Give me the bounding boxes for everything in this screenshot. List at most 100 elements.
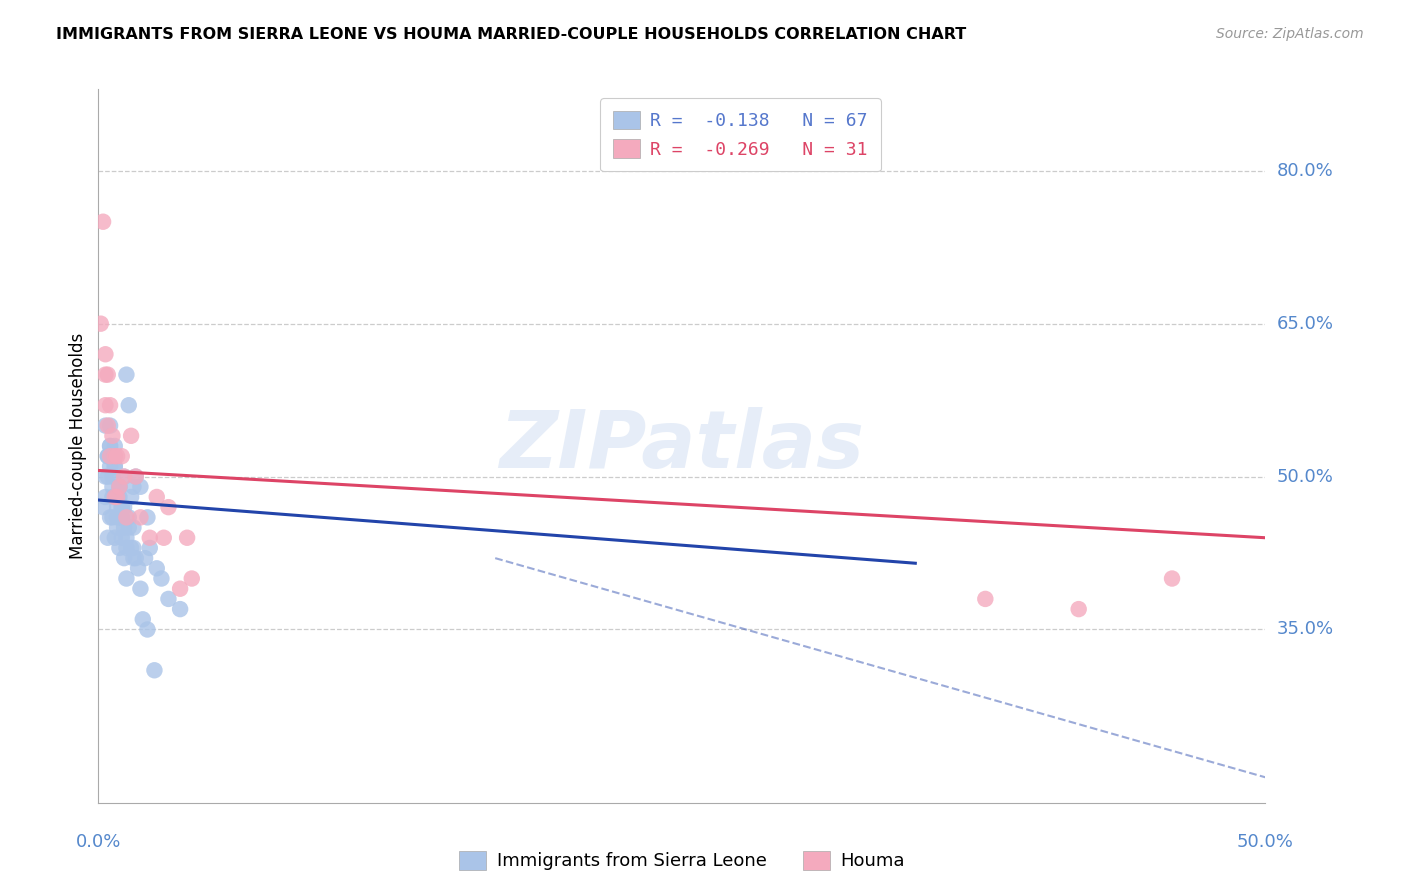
Point	[112, 551, 135, 566]
Point	[122, 551, 145, 566]
Point	[169, 582, 191, 596]
Point	[111, 510, 134, 524]
Point	[111, 500, 134, 515]
Point	[105, 449, 128, 463]
Point	[104, 449, 127, 463]
Point	[94, 368, 117, 382]
Point	[118, 520, 141, 534]
Text: ZIPatlas: ZIPatlas	[499, 407, 865, 485]
Text: 35.0%: 35.0%	[1277, 621, 1334, 639]
Point	[105, 510, 128, 524]
Point	[143, 663, 166, 677]
Point	[125, 469, 148, 483]
Point	[91, 215, 114, 229]
Point	[136, 510, 159, 524]
Point	[125, 551, 148, 566]
Text: 80.0%: 80.0%	[1277, 161, 1333, 180]
Point	[111, 510, 134, 524]
Point	[115, 541, 138, 555]
Point	[157, 591, 180, 606]
Point	[118, 398, 141, 412]
Point	[108, 541, 131, 555]
Point	[115, 510, 138, 524]
Text: Source: ZipAtlas.com: Source: ZipAtlas.com	[1216, 27, 1364, 41]
Point	[94, 418, 117, 433]
Point	[98, 439, 121, 453]
Text: 50.0%: 50.0%	[1237, 833, 1294, 851]
Point	[97, 449, 120, 463]
Point	[105, 490, 128, 504]
Legend: Immigrants from Sierra Leone, Houma: Immigrants from Sierra Leone, Houma	[450, 842, 914, 880]
Point	[98, 418, 121, 433]
Point	[176, 531, 198, 545]
Point	[108, 490, 131, 504]
Point	[112, 469, 135, 483]
Point	[111, 449, 134, 463]
Point	[94, 469, 117, 483]
Point	[127, 561, 149, 575]
Point	[120, 541, 142, 555]
Point	[111, 531, 134, 545]
Point	[1067, 602, 1090, 616]
Point	[97, 368, 120, 382]
Point	[157, 500, 180, 515]
Point	[129, 510, 152, 524]
Point	[169, 602, 191, 616]
Point	[129, 582, 152, 596]
Point	[115, 368, 138, 382]
Point	[105, 490, 128, 504]
Point	[101, 480, 124, 494]
Point	[104, 439, 127, 453]
Point	[104, 459, 127, 474]
Point	[974, 591, 997, 606]
Point	[108, 480, 131, 494]
Point	[115, 572, 138, 586]
Point	[101, 469, 124, 483]
Point	[120, 429, 142, 443]
Point	[101, 510, 124, 524]
Point	[98, 439, 121, 453]
Point	[146, 490, 169, 504]
Point	[105, 520, 128, 534]
Point	[97, 531, 120, 545]
Point	[125, 469, 148, 483]
Point	[134, 551, 156, 566]
Point	[101, 429, 124, 443]
Point	[112, 520, 135, 534]
Point	[94, 347, 117, 361]
Text: 0.0%: 0.0%	[76, 833, 121, 851]
Point	[90, 317, 112, 331]
Point	[180, 572, 202, 586]
Point	[136, 623, 159, 637]
Point	[104, 449, 127, 463]
Point	[152, 531, 174, 545]
Point	[91, 500, 114, 515]
Point	[112, 500, 135, 515]
Text: 65.0%: 65.0%	[1277, 315, 1333, 333]
Point	[97, 418, 120, 433]
Point	[104, 531, 127, 545]
Point	[139, 531, 162, 545]
Point	[139, 541, 162, 555]
Point	[104, 459, 127, 474]
Point	[118, 510, 141, 524]
Point	[108, 480, 131, 494]
Point	[132, 612, 155, 626]
Point	[120, 490, 142, 504]
Point	[122, 520, 145, 534]
Point	[101, 490, 124, 504]
Point	[150, 572, 173, 586]
Point	[94, 490, 117, 504]
Point	[97, 469, 120, 483]
Point	[98, 459, 121, 474]
Text: 50.0%: 50.0%	[1277, 467, 1333, 485]
Point	[108, 480, 131, 494]
Point	[97, 449, 120, 463]
Text: IMMIGRANTS FROM SIERRA LEONE VS HOUMA MARRIED-COUPLE HOUSEHOLDS CORRELATION CHAR: IMMIGRANTS FROM SIERRA LEONE VS HOUMA MA…	[56, 27, 966, 42]
Point	[105, 500, 128, 515]
Point	[112, 469, 135, 483]
Y-axis label: Married-couple Households: Married-couple Households	[69, 333, 87, 559]
Point	[94, 398, 117, 412]
Point	[98, 398, 121, 412]
Point	[122, 480, 145, 494]
